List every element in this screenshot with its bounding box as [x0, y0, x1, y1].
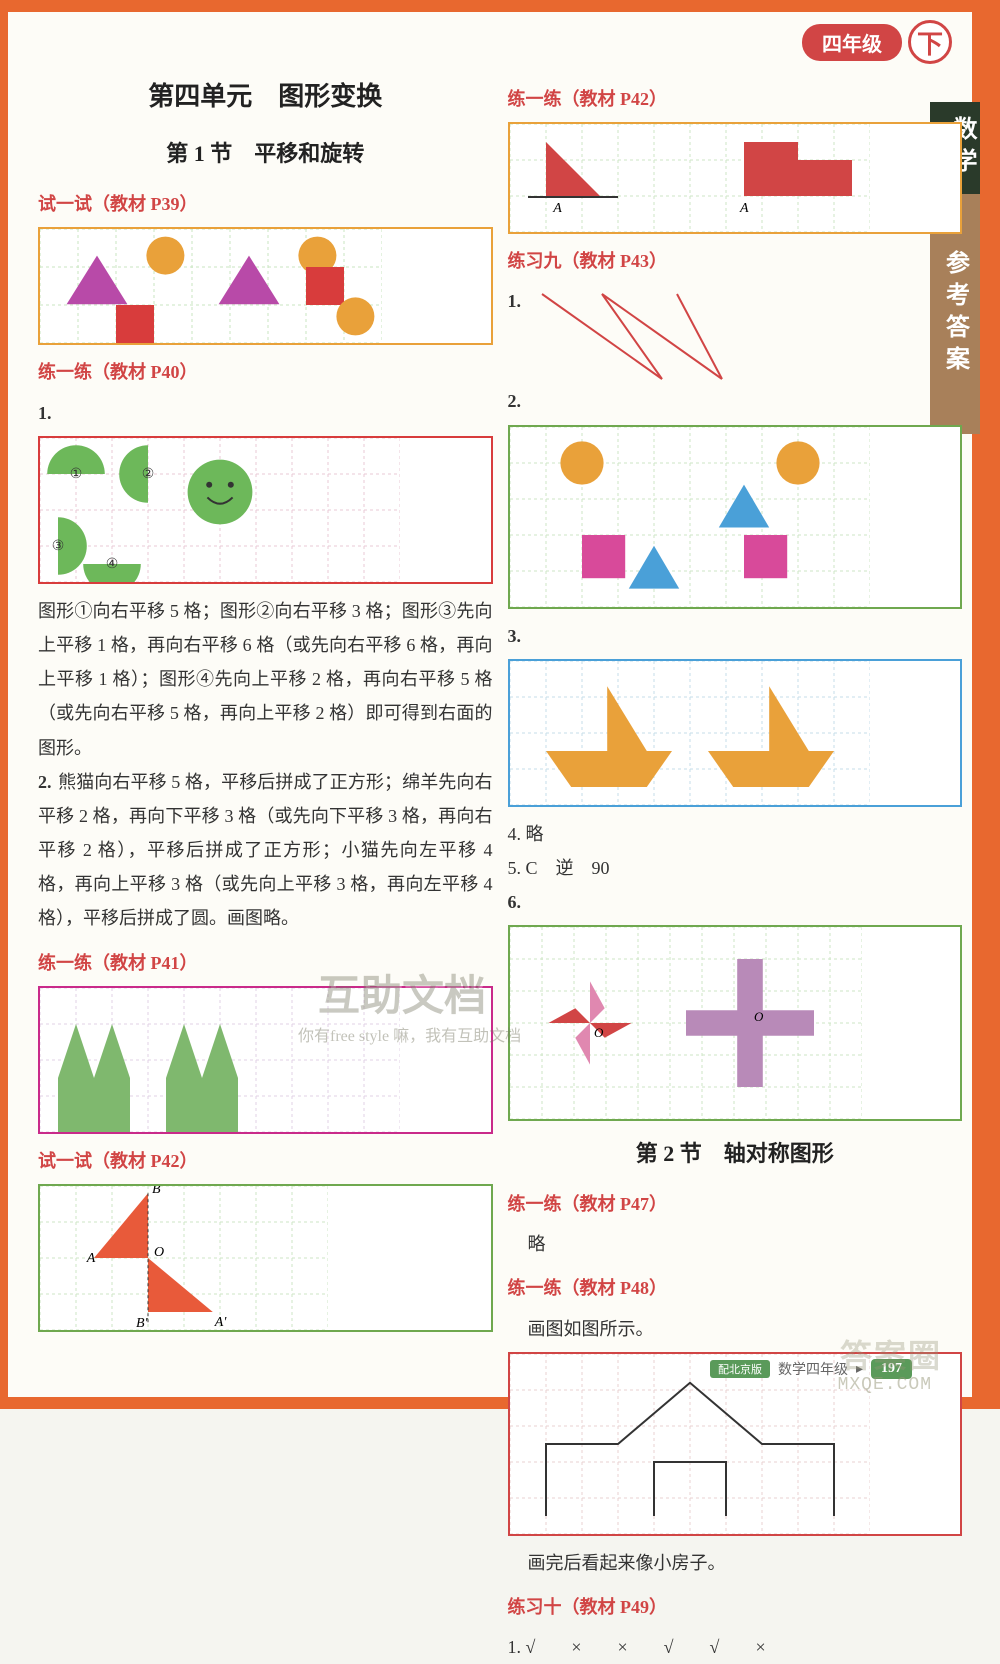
ex9-item4: 4. 略 — [508, 817, 963, 851]
svg-text:A: A — [86, 1251, 96, 1266]
practice-p42-label: 练一练（教材 P42） — [508, 82, 963, 116]
watermark-center: 互助文档 — [318, 962, 486, 1023]
svg-text:A': A' — [214, 1315, 228, 1330]
ex9-item6-num: 6. — [508, 885, 528, 919]
figure-ex9-3 — [508, 659, 963, 807]
ex9-item5: 5. C 逆 90 — [508, 851, 963, 885]
section2-title: 第 2 节 轴对称图形 — [508, 1133, 963, 1175]
text2: 2.熊猫向右平移 5 格，平移后拼成了正方形；绵羊先向右平移 2 格，再向下平移… — [38, 765, 493, 936]
ex9-label: 练习九（教材 P43） — [508, 244, 963, 278]
figure-ex9-2 — [508, 425, 963, 609]
svg-text:O: O — [754, 1009, 764, 1024]
svg-text:O: O — [594, 1025, 604, 1040]
semester-label: 下 — [908, 20, 952, 64]
right-column: 练一练（教材 P42） AA 练习九（教材 P43） 1. 2. 3. 4. 略… — [508, 72, 963, 1387]
try-p42-label: 试一试（教材 P42） — [38, 1144, 493, 1178]
svg-text:B': B' — [136, 1316, 149, 1330]
svg-text:B: B — [152, 1186, 161, 1197]
figure-p39 — [38, 227, 493, 345]
ex10-item1: 1. √ × × √ √ × — [508, 1630, 963, 1664]
ex9-item2-num: 2. — [508, 384, 528, 418]
svg-text:O: O — [154, 1245, 164, 1260]
watermark-url: MXQE.COM — [838, 1375, 932, 1395]
practice-p48-label: 练一练（教材 P48） — [508, 1271, 963, 1305]
unit-title: 第四单元 图形变换 — [38, 72, 493, 121]
svg-text:③: ③ — [52, 539, 65, 554]
practice-p40-label: 练一练（教材 P40） — [38, 355, 493, 389]
ex9-item1-num: 1. — [508, 284, 528, 318]
svg-text:②: ② — [142, 467, 155, 482]
header-badge: 四年级 下 — [802, 20, 952, 64]
svg-text:A: A — [552, 201, 562, 216]
grade-label: 四年级 — [802, 24, 902, 61]
svg-text:④: ④ — [106, 557, 119, 572]
svg-text:A: A — [739, 201, 749, 216]
svg-text:①: ① — [70, 467, 83, 482]
left-column: 第四单元 图形变换 第 1 节 平移和旋转 试一试（教材 P39） 练一练（教材… — [38, 72, 493, 1387]
section1-title: 第 1 节 平移和旋转 — [38, 133, 493, 175]
watermark-logo: 答案圈 — [840, 1331, 942, 1377]
text1: 图形①向右平移 5 格；图形②向右平移 3 格；图形③先向上平移 1 格，再向右… — [38, 594, 493, 765]
p47-text: 略 — [508, 1227, 963, 1261]
content-columns: 第四单元 图形变换 第 1 节 平移和旋转 试一试（教材 P39） 练一练（教材… — [8, 12, 972, 1397]
figure-p42-try: A B O A' B' — [38, 1184, 493, 1332]
p48-caption: 画完后看起来像小房子。 — [508, 1546, 963, 1580]
watermark-sub: 你有free style 嘛，我有互助文档 — [298, 1022, 521, 1046]
page: 四年级 下 数学 参考答案 第四单元 图形变换 第 1 节 平移和旋转 试一试（… — [0, 0, 1000, 1409]
figure-p42: AA — [508, 122, 963, 234]
ex9-item3-num: 3. — [508, 619, 528, 653]
edition-label: 配北京版 — [710, 1360, 770, 1378]
figure-p40: ① ② ③ ④ — [38, 436, 493, 584]
figure-ex9-6: OO — [508, 925, 963, 1121]
item1-num: 1. — [38, 396, 58, 430]
figure-ex9-1 — [532, 284, 732, 384]
try-p39-label: 试一试（教材 P39） — [38, 187, 493, 221]
practice-p47-label: 练一练（教材 P47） — [508, 1187, 963, 1221]
ex10-label: 练习十（教材 P49） — [508, 1590, 963, 1624]
